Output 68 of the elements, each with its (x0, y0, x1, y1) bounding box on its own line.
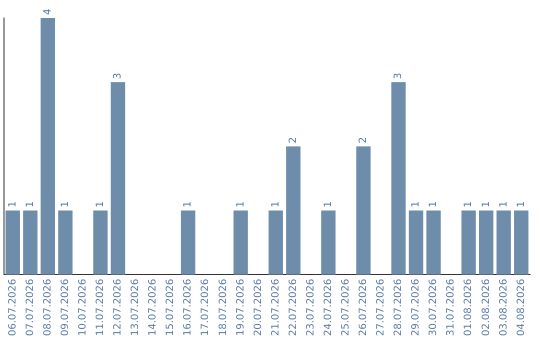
data-label: 1 (480, 201, 492, 208)
bar (321, 210, 336, 275)
bar (23, 210, 38, 275)
bar (286, 146, 300, 275)
data-label: 3 (112, 72, 124, 80)
x-tick-label: 21.07.2026 (270, 278, 282, 336)
bar (514, 210, 528, 275)
data-label: 3 (393, 72, 404, 80)
x-tick-label: 30.07.2026 (428, 278, 440, 336)
x-tick-label: 15.07.2026 (165, 278, 176, 336)
data-label: 1 (428, 201, 440, 208)
data-label: 1 (182, 201, 194, 208)
data-label: 1 (60, 201, 71, 208)
x-tick-label: 03.08.2026 (498, 278, 510, 336)
bar (426, 210, 441, 275)
data-label: 2 (358, 136, 370, 144)
bar (40, 18, 56, 275)
data-label: 1 (24, 201, 36, 208)
data-label: 4 (42, 8, 54, 15)
x-tick-label: 17.07.2026 (200, 278, 212, 336)
x-tick-label: 09.07.2026 (60, 278, 71, 336)
x-tick-label: 25.07.2026 (340, 278, 352, 336)
bar (6, 210, 20, 275)
x-tick-label: 07.07.2026 (24, 278, 36, 336)
data-label: 2 (288, 136, 299, 144)
x-tick-label: 01.08.2026 (463, 278, 474, 336)
bar (478, 210, 494, 275)
bar (180, 210, 196, 275)
x-tick-label: 24.07.2026 (322, 278, 334, 336)
bar (93, 210, 108, 275)
x-tick-label: 28.07.2026 (393, 278, 404, 336)
bar (268, 210, 283, 275)
bar (391, 82, 406, 275)
x-tick-label: 23.07.2026 (305, 278, 316, 336)
data-label: 1 (7, 201, 18, 208)
data-label: 1 (410, 201, 422, 208)
data-label: 1 (322, 201, 334, 208)
x-tick-label: 31.07.2026 (446, 278, 457, 336)
data-label: 1 (270, 201, 282, 208)
x-tick-label: 06.07.2026 (7, 278, 18, 336)
bar (461, 210, 476, 275)
data-label: 1 (95, 201, 106, 208)
x-tick-label: 18.07.2026 (218, 278, 229, 336)
bar (496, 210, 511, 275)
data-label: 1 (235, 201, 246, 208)
x-tick-label: 10.07.2026 (77, 278, 88, 336)
bar (58, 210, 73, 275)
x-tick-label: 26.07.2026 (358, 278, 370, 336)
bar (408, 210, 424, 275)
x-tick-label: 08.07.2026 (42, 278, 54, 336)
data-label: 1 (463, 201, 474, 208)
x-tick-label: 16.07.2026 (182, 278, 194, 336)
x-tick-label: 02.08.2026 (480, 278, 492, 336)
x-tick-label: 04.08.2026 (516, 278, 527, 336)
data-label: 1 (498, 201, 510, 208)
x-tick-label: 14.07.2026 (148, 278, 159, 336)
x-tick-label: 20.07.2026 (252, 278, 264, 336)
x-tick-label: 13.07.2026 (130, 278, 142, 336)
x-tick-label: 29.07.2026 (410, 278, 422, 336)
x-tick-label: 19.07.2026 (235, 278, 246, 336)
bar (234, 210, 248, 275)
x-tick-label: 22.07.2026 (288, 278, 299, 336)
data-label: 1 (516, 201, 527, 208)
x-tick-label: 11.07.2026 (95, 278, 106, 336)
x-tick-label: 12.07.2026 (112, 278, 124, 336)
x-tick-label: 27.07.2026 (376, 278, 387, 336)
bar (356, 146, 371, 275)
bar (110, 82, 126, 275)
